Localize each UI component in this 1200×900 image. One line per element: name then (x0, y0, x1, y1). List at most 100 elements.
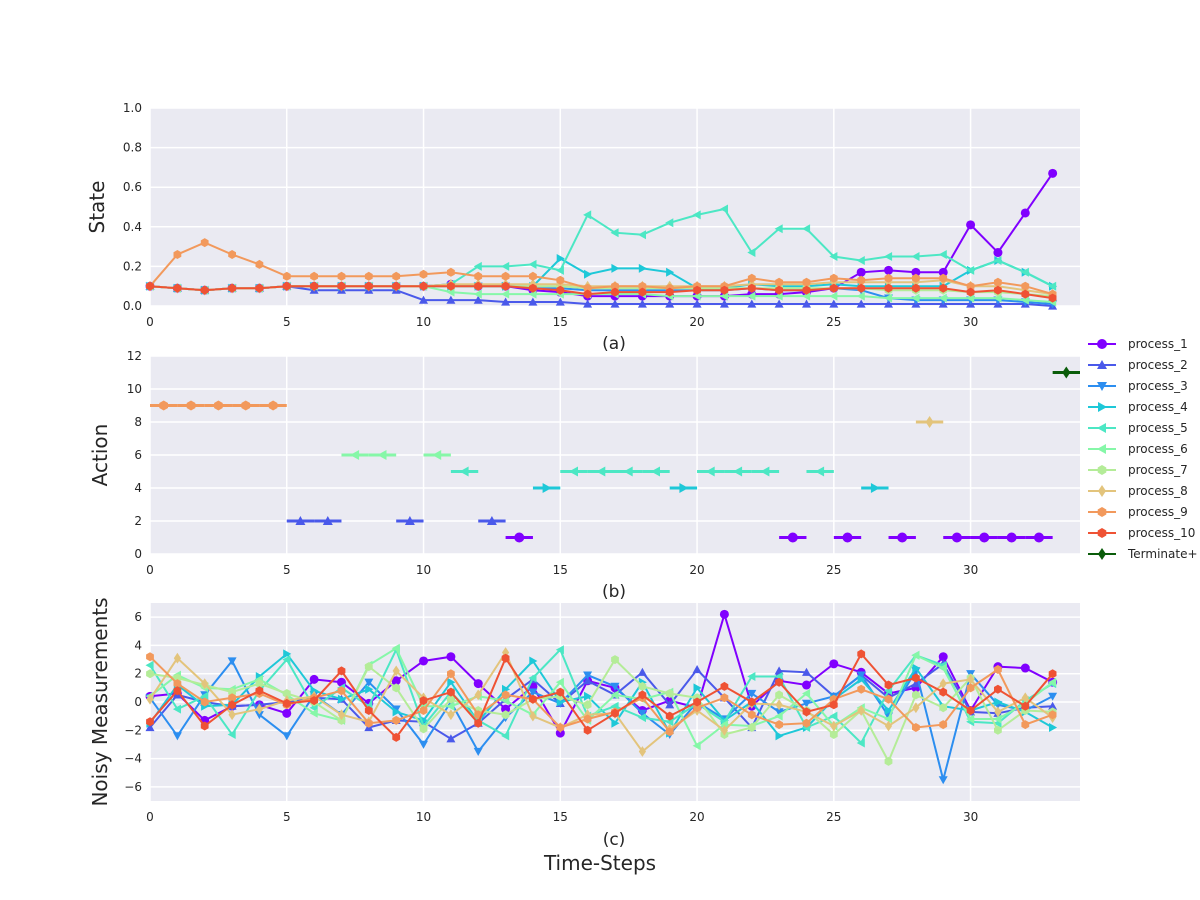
data-point (364, 662, 373, 672)
action-process_2 (478, 516, 506, 525)
legend-item: process_4 (1088, 400, 1188, 414)
data-point (912, 283, 920, 293)
data-point (1020, 663, 1030, 673)
data-point (692, 299, 702, 308)
legend-label: process_9 (1128, 505, 1188, 519)
data-point (720, 693, 729, 703)
data-point (447, 267, 455, 277)
data-point (172, 704, 181, 714)
data-point (829, 659, 839, 669)
legend-label: process_4 (1128, 400, 1188, 414)
data-point (583, 210, 592, 220)
action-point (322, 516, 333, 525)
data-point (993, 714, 1002, 724)
data-point (939, 283, 948, 293)
y-tick-label: −2 (124, 723, 142, 737)
y-tick-label: 0.8 (123, 141, 142, 155)
data-point (255, 259, 264, 269)
data-point (337, 271, 346, 281)
action-process_9 (232, 400, 260, 411)
data-point (501, 653, 510, 663)
data-point (939, 703, 948, 713)
data-point (529, 283, 537, 293)
legend-label: process_6 (1128, 442, 1188, 456)
data-point (856, 256, 865, 265)
data-point (501, 704, 511, 714)
data-point (556, 687, 565, 697)
data-point (555, 677, 564, 687)
data-point (856, 299, 866, 308)
data-point (802, 224, 811, 234)
data-point (747, 299, 757, 308)
data-point (392, 665, 400, 677)
data-point (364, 281, 373, 291)
action-point (404, 516, 415, 525)
data-point (556, 723, 565, 732)
x-tick-label: 5 (283, 315, 291, 329)
data-point (884, 252, 893, 261)
data-point (227, 657, 237, 666)
data-point (802, 699, 811, 708)
data-point (228, 693, 236, 703)
data-point (529, 656, 538, 666)
action-process_1 (833, 532, 862, 543)
data-point (200, 238, 209, 248)
legend-label: Terminate+ (1127, 547, 1198, 561)
action-point (241, 400, 251, 411)
data-point (447, 694, 455, 704)
action-process_6 (341, 450, 369, 460)
y-tick-label: 2 (134, 667, 142, 681)
data-point (747, 723, 756, 732)
data-point (802, 689, 811, 698)
data-point (501, 289, 510, 299)
data-point (611, 281, 619, 291)
legend-marker (1097, 444, 1106, 454)
data-point (802, 285, 811, 295)
data-point (255, 679, 264, 689)
action-point (842, 532, 853, 543)
legend-item: process_5 (1088, 421, 1188, 435)
data-point (282, 732, 292, 741)
data-point (720, 724, 728, 736)
data-point (282, 698, 291, 708)
data-point (693, 683, 702, 693)
data-point (528, 297, 538, 306)
legend-marker (1098, 402, 1107, 412)
data-point (938, 663, 947, 673)
data-point (502, 647, 510, 658)
data-point (912, 702, 920, 714)
data-point (720, 285, 729, 295)
data-point (173, 686, 182, 696)
action-point (651, 466, 660, 477)
panel-subtitle: (a) (602, 334, 626, 354)
x-tick-label: 0 (146, 315, 154, 329)
data-point (310, 696, 318, 706)
x-tick-label: 10 (416, 563, 431, 577)
data-point (775, 277, 783, 287)
data-point (446, 701, 455, 711)
data-point (637, 713, 646, 723)
data-point (747, 710, 756, 720)
data-point (145, 723, 155, 732)
data-point (528, 289, 537, 299)
x-tick-label: 10 (416, 315, 431, 329)
y-axis-label: Action (88, 424, 112, 487)
data-point (200, 697, 209, 707)
y-tick-label: 0 (134, 695, 142, 709)
data-point (774, 291, 783, 301)
data-point (775, 677, 783, 687)
x-tick-label: 20 (689, 563, 704, 577)
legend-label: process_7 (1128, 463, 1188, 477)
x-tick-label: 5 (283, 563, 291, 577)
data-point (994, 285, 1002, 295)
data-point (365, 684, 374, 694)
legend: process_1 process_2 process_3 process_4proc… (1088, 337, 1198, 561)
y-tick-label: 8 (134, 415, 142, 429)
data-point (994, 684, 1002, 694)
data-point (966, 220, 976, 230)
data-point (802, 718, 811, 728)
data-point (310, 281, 318, 291)
data-point (774, 299, 784, 308)
data-point (173, 652, 181, 664)
x-tick-label: 20 (689, 810, 704, 824)
